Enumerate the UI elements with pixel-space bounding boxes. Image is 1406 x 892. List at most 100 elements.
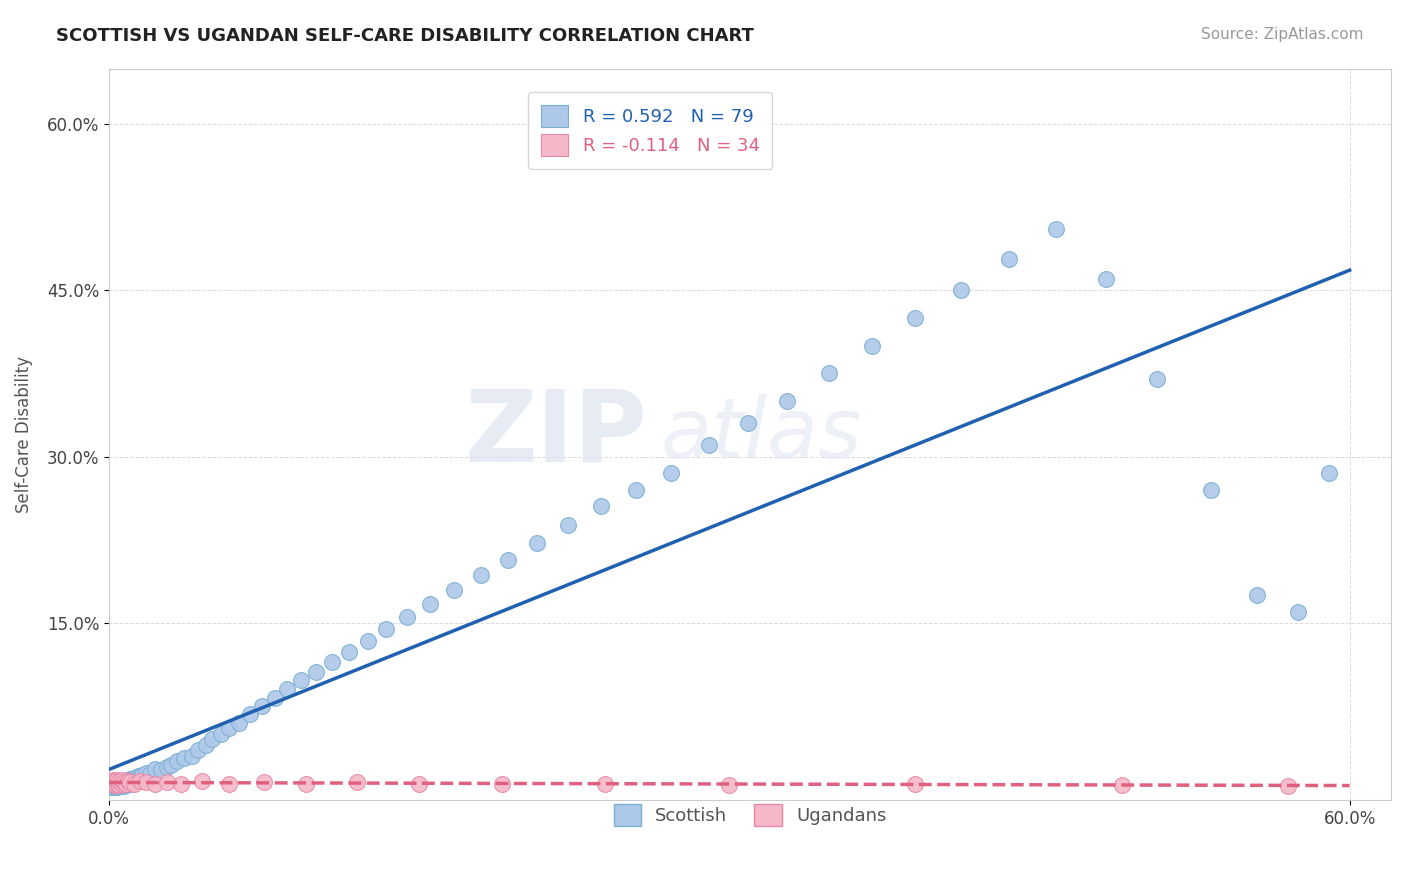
Point [904,310,927,325]
Point [1286,605,1309,619]
Text: SCOTTISH VS UGANDAN SELF-CARE DISABILITY CORRELATION CHART: SCOTTISH VS UGANDAN SELF-CARE DISABILITY… [56,27,754,45]
Point [173,751,195,765]
Point [103,779,125,793]
Point [218,721,240,735]
Point [470,568,492,582]
Point [104,780,127,794]
Point [112,776,135,790]
Point [170,776,193,790]
Point [557,518,579,533]
Point [105,776,128,790]
Point [143,762,166,776]
Point [108,775,131,789]
Point [112,774,135,789]
Point [346,775,368,789]
Point [321,655,343,669]
Y-axis label: Self-Care Disability: Self-Care Disability [15,356,32,513]
Point [117,776,139,790]
Point [112,779,135,793]
Point [419,597,441,611]
Point [1094,272,1116,286]
Point [104,778,127,792]
Point [125,772,148,786]
Point [110,773,132,788]
Point [108,778,131,792]
Point [1045,222,1067,236]
Point [209,727,232,741]
Point [114,778,136,792]
Point [1246,588,1268,602]
Point [253,775,276,789]
Point [239,706,262,721]
Point [108,778,131,792]
Point [166,755,188,769]
Point [100,776,122,790]
Point [127,769,149,783]
Point [1111,778,1133,792]
Point [139,766,162,780]
Point [108,779,131,793]
Point [117,774,139,789]
Point [110,776,132,790]
Point [817,367,839,381]
Point [103,776,125,790]
Point [375,623,398,637]
Point [108,774,131,789]
Point [143,776,166,790]
Point [114,774,136,789]
Point [105,773,128,788]
Point [1317,466,1340,480]
Point [129,774,152,789]
Point [294,776,316,790]
Point [160,757,183,772]
Point [737,417,759,431]
Point [118,776,141,790]
Point [408,776,430,790]
Point [156,775,179,789]
Point [290,673,312,688]
Point [595,776,617,790]
Text: atlas: atlas [661,394,862,475]
Point [776,394,799,409]
Point [117,773,139,788]
Point [180,748,202,763]
Point [118,772,141,786]
Point [997,252,1019,267]
Point [218,776,240,790]
Point [122,776,145,790]
Point [103,773,125,788]
Point [135,765,157,780]
Point [122,771,145,785]
Point [904,776,927,790]
Point [131,768,153,782]
Point [121,773,143,788]
Point [114,776,136,790]
Point [661,466,683,480]
Point [156,760,179,774]
Point [110,774,132,789]
Point [591,500,613,514]
Point [112,775,135,789]
Point [105,776,128,790]
Point [228,715,250,730]
Point [110,776,132,790]
Point [135,775,157,789]
Point [276,682,298,697]
Point [337,645,360,659]
Point [949,283,972,297]
Point [103,778,125,792]
Point [100,774,122,789]
Point [105,779,128,793]
Point [626,483,648,497]
Point [860,339,883,353]
Point [697,438,720,452]
Legend: Scottish, Ugandans: Scottish, Ugandans [605,795,896,835]
Point [263,691,285,706]
Point [104,774,127,789]
Point [491,776,513,790]
Point [356,633,378,648]
Point [149,764,172,778]
Point [110,779,132,793]
Point [718,778,741,792]
Point [201,732,224,747]
